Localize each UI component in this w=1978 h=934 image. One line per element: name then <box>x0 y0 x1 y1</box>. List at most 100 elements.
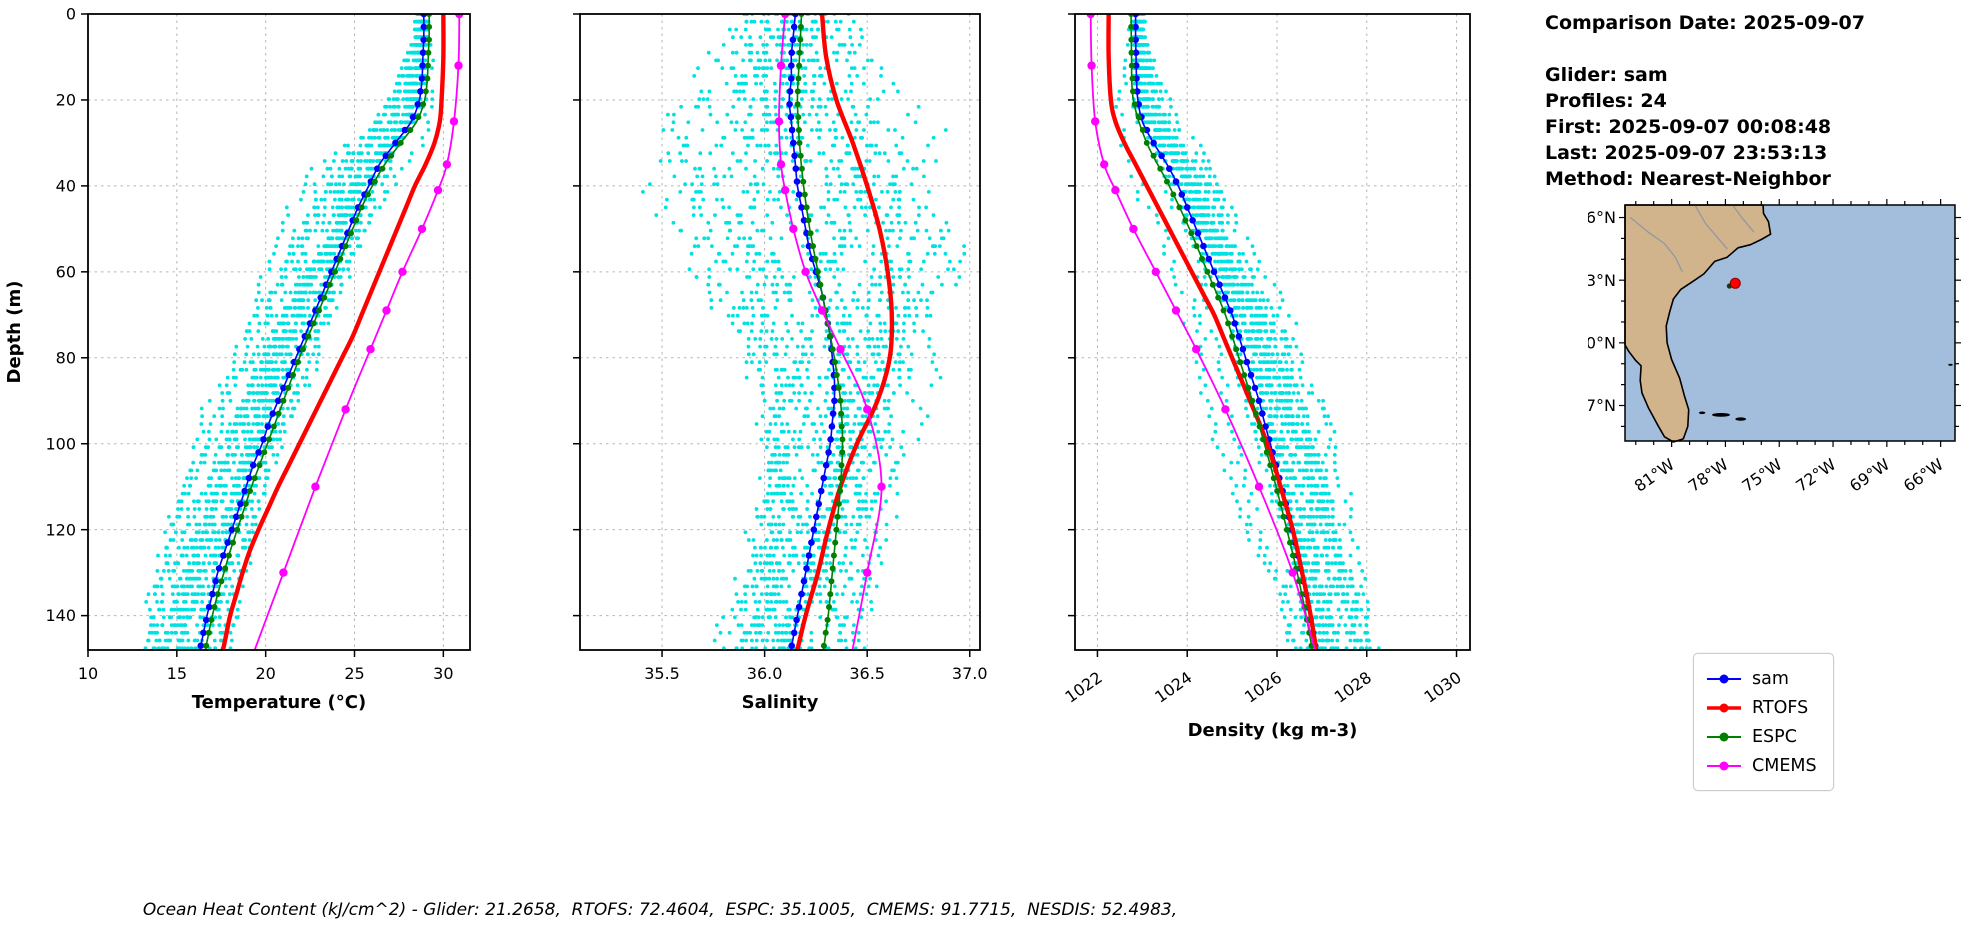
x-tick-label: 1024 <box>1151 668 1195 707</box>
map-island <box>1735 417 1747 421</box>
map-lat-tick-label: 36°N <box>1588 208 1616 227</box>
series-CMEMS <box>253 14 464 650</box>
x-tick-label: 1026 <box>1241 668 1285 707</box>
tick-marks <box>1068 13 1458 657</box>
series-RTOFS <box>220 14 446 650</box>
x-axis-label: Salinity <box>742 692 819 713</box>
map-lon-tick-label: 78°W <box>1685 455 1732 496</box>
x-tick-label: 1030 <box>1421 668 1465 707</box>
x-tick-label: 37.0 <box>952 664 988 683</box>
map-lon-tick-label: 69°W <box>1846 455 1893 496</box>
glider-location-marker <box>1729 277 1741 289</box>
series-ESPC <box>203 14 433 650</box>
axes-frame <box>1074 13 1471 651</box>
legend-label: sam <box>1752 668 1789 689</box>
x-axis-label: Temperature (°C) <box>192 692 366 713</box>
glider-name-text: Glider: sam <box>1545 64 1668 86</box>
first-profile-time-text: First: 2025-09-07 00:08:48 <box>1545 116 1832 138</box>
glider-raw-scatter <box>641 14 967 650</box>
legend-item-CMEMS: CMEMS <box>1706 751 1817 780</box>
chart-svg-2: 1022 1024 1026 1028 1030 Density (kg m-3) <box>1061 13 1471 741</box>
y-tick-label: 0 <box>66 5 76 24</box>
map-river-line <box>1694 204 1728 250</box>
x-tick-label: 20 <box>255 664 275 683</box>
y-tick-label: 40 <box>56 176 76 195</box>
chart-svg-1: 35.5 36.0 36.5 37.0 Salinity <box>573 13 988 713</box>
series-line-sam <box>1134 14 1317 650</box>
map-land-coastline <box>1624 204 1772 443</box>
series-line-CMEMS <box>253 14 461 650</box>
y-axis-label: Depth (m) <box>4 281 25 384</box>
axes-frame <box>579 13 981 651</box>
series-CMEMS <box>1086 14 1316 650</box>
map-frame <box>1624 204 1956 442</box>
map-island <box>1948 363 1953 366</box>
legend-label: ESPC <box>1752 726 1797 747</box>
info-spacer <box>1545 36 1865 62</box>
map-lat-tick-label: 27°N <box>1588 396 1616 415</box>
legend-line-sample <box>1707 761 1741 770</box>
legend-label: CMEMS <box>1752 755 1817 776</box>
x-tick-label: 1028 <box>1331 668 1375 707</box>
map-island <box>1712 413 1730 417</box>
legend-line-sample <box>1707 703 1741 712</box>
x-tick-label: 35.5 <box>644 664 680 683</box>
x-tick-label: 15 <box>167 664 187 683</box>
legend-item-ESPC: ESPC <box>1706 722 1817 751</box>
y-tick-label: 60 <box>56 262 76 281</box>
comparison-date-text: Comparison Date: 2025-09-07 <box>1545 12 1865 34</box>
map-river-line <box>1732 204 1755 233</box>
series-CMEMS <box>774 14 886 650</box>
temperature-profile-chart: 10 15 20 25 30 0 20 40 60 80 100 120 140 Temperature … <box>0 0 520 750</box>
location-map: 36°N 33°N 30°N 27°N 81°W78°W75°W72°W69°W66°W <box>1576 198 1978 533</box>
profiles-count-text: Profiles: 24 <box>1545 90 1667 112</box>
x-tick-label: 25 <box>344 664 364 683</box>
y-tick-label: 120 <box>45 520 76 539</box>
y-tick-label: 80 <box>56 348 76 367</box>
series-line-RTOFS <box>1106 14 1319 650</box>
y-tick-label: 20 <box>56 91 76 110</box>
salinity-profile-chart: 35.5 36.0 36.5 37.0 Salinity <box>540 0 1010 750</box>
legend-item-sam: sam <box>1706 664 1817 693</box>
map-lat-tick-label: 30°N <box>1588 333 1616 352</box>
legend-line-sample <box>1707 674 1741 683</box>
x-tick-label: 10 <box>78 664 98 683</box>
x-tick-label: 36.5 <box>849 664 885 683</box>
series-ESPC <box>794 14 846 650</box>
grid-lines <box>87 13 470 650</box>
map-lat-tick-label: 33°N <box>1588 271 1616 290</box>
x-tick-label: 36.0 <box>747 664 783 683</box>
axes-frame <box>87 13 471 651</box>
density-profile-chart: 1022 1024 1026 1028 1030 Density (kg m-3) <box>1035 0 1505 750</box>
map-lon-tick-label: 66°W <box>1900 455 1947 496</box>
ocean-heat-content-note: Ocean Heat Content (kJ/cm^2) - Glider: 2… <box>142 900 1178 920</box>
series-line-RTOFS <box>220 14 446 650</box>
series-line-CMEMS <box>1089 14 1316 650</box>
legend-label: RTOFS <box>1752 697 1809 718</box>
map-lon-tick-label: 72°W <box>1792 455 1839 496</box>
chart-svg-0: 10 15 20 25 30 0 20 40 60 80 100 120 140 Temperature … <box>4 5 471 713</box>
y-tick-label: 100 <box>45 434 76 453</box>
method-text: Method: Nearest-Neighbor <box>1545 168 1831 190</box>
map-svg: 36°N 33°N 30°N 27°N 81°W78°W75°W72°W69°W66°W <box>1576 199 1961 496</box>
series-RTOFS <box>1106 14 1319 650</box>
x-tick-label: 30 <box>433 664 453 683</box>
map-river-line <box>1629 216 1683 273</box>
x-axis-label: Density (kg m-3) <box>1188 720 1358 741</box>
series-RTOFS <box>795 14 895 650</box>
y-tick-label: 140 <box>45 606 76 625</box>
map-lon-tick-label: 81°W <box>1631 455 1678 496</box>
legend-item-RTOFS: RTOFS <box>1706 693 1817 722</box>
last-profile-time-text: Last: 2025-09-07 23:53:13 <box>1545 142 1828 164</box>
x-tick-label: 1022 <box>1061 668 1105 707</box>
glider-raw-scatter <box>1114 14 1381 650</box>
series-ESPC <box>1128 14 1315 650</box>
info-panel: Comparison Date: 2025-09-07 Glider: sam … <box>1545 10 1865 192</box>
legend: sam RTOFS ESPC CMEMS <box>1693 653 1834 791</box>
series-line-RTOFS <box>795 14 895 650</box>
tick-marks <box>573 13 971 657</box>
tick-marks <box>81 13 445 657</box>
legend-line-sample <box>1707 732 1741 741</box>
map-island <box>1698 411 1706 415</box>
